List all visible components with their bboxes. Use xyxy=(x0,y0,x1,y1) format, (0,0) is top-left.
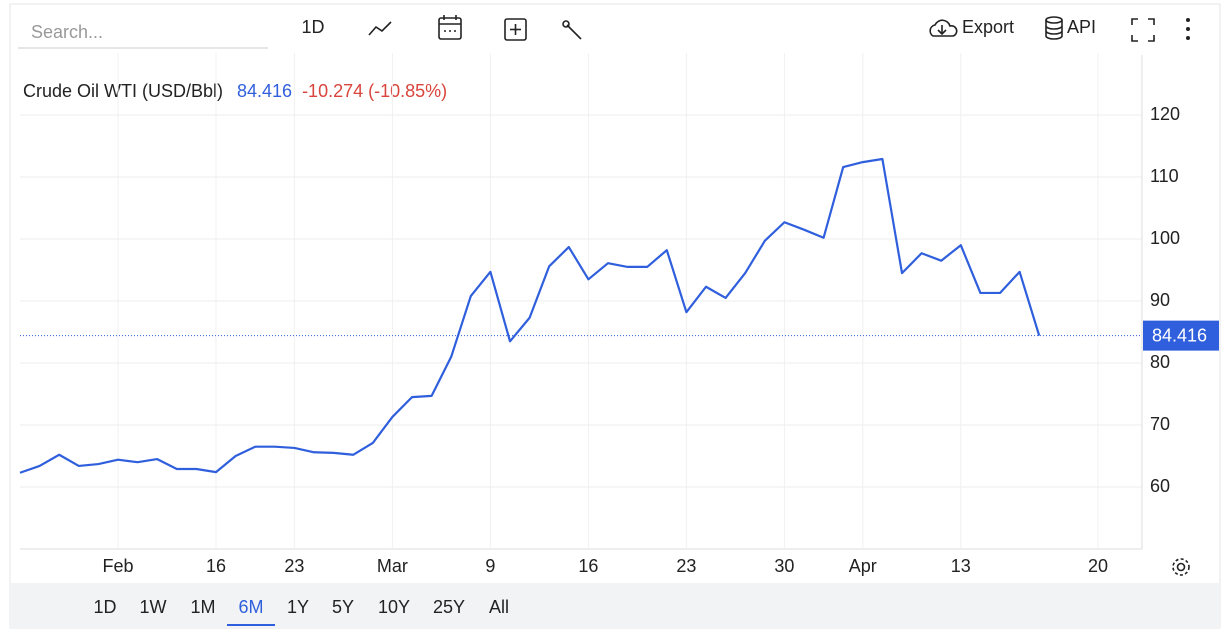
last-value-badge xyxy=(1143,320,1219,351)
x-tick-label: 30 xyxy=(774,556,794,576)
frame xyxy=(9,3,1221,629)
x-tick-label: Feb xyxy=(102,556,133,576)
range-button[interactable]: 1W xyxy=(140,597,167,617)
range-button[interactable]: 6M xyxy=(238,597,263,617)
interval-button[interactable]: 1D xyxy=(301,17,324,37)
api-icon[interactable] xyxy=(1045,16,1063,40)
last-value: 84.416 xyxy=(237,81,292,101)
x-tick-label: 9 xyxy=(485,556,495,576)
range-bar xyxy=(10,583,1220,628)
y-tick-label: 120 xyxy=(1150,104,1180,124)
range-button[interactable]: 1M xyxy=(190,597,215,617)
chart-type-icon[interactable] xyxy=(368,21,392,36)
y-tick-label: 110 xyxy=(1150,166,1179,186)
fullscreen-icon[interactable] xyxy=(1131,18,1155,42)
y-tick-label: 80 xyxy=(1150,352,1170,372)
grid xyxy=(20,53,1142,549)
range-button[interactable]: 1D xyxy=(93,597,116,617)
chart-title: Crude Oil WTI (USD/Bbl) xyxy=(23,81,223,101)
y-tick-label: 70 xyxy=(1150,414,1170,434)
last-value-label: 84.416 xyxy=(1152,325,1207,345)
menu-icon[interactable] xyxy=(1186,18,1190,40)
x-tick-label: 16 xyxy=(206,556,226,576)
x-tick-label: 20 xyxy=(1088,556,1108,576)
change-value: -10.274 (-10.85%) xyxy=(302,81,447,101)
range-button[interactable]: 1Y xyxy=(287,597,309,617)
range-button[interactable]: 25Y xyxy=(433,597,465,617)
x-tick-label: 16 xyxy=(578,556,598,576)
x-tick-label: Mar xyxy=(377,556,408,576)
x-tick-label: Apr xyxy=(849,556,877,576)
y-tick-label: 60 xyxy=(1150,476,1170,496)
settings-tool-icon[interactable] xyxy=(562,20,582,40)
x-tick-label: 13 xyxy=(951,556,971,576)
export-icon[interactable] xyxy=(929,19,958,37)
price-line xyxy=(19,157,1041,474)
calendar-icon[interactable] xyxy=(438,15,462,40)
search-input[interactable]: Search... xyxy=(31,22,103,42)
export-button[interactable]: Export xyxy=(962,17,1014,37)
range-button[interactable]: 5Y xyxy=(332,597,354,617)
compare-icon[interactable] xyxy=(504,18,527,41)
x-tick-label: 23 xyxy=(284,556,304,576)
range-button[interactable]: All xyxy=(489,597,509,617)
gear-icon[interactable] xyxy=(1172,558,1190,576)
y-tick-label: 100 xyxy=(1150,228,1180,248)
y-tick-label: 90 xyxy=(1150,290,1170,310)
x-tick-label: 23 xyxy=(676,556,696,576)
api-button[interactable]: API xyxy=(1067,17,1096,37)
range-button[interactable]: 10Y xyxy=(378,597,410,617)
